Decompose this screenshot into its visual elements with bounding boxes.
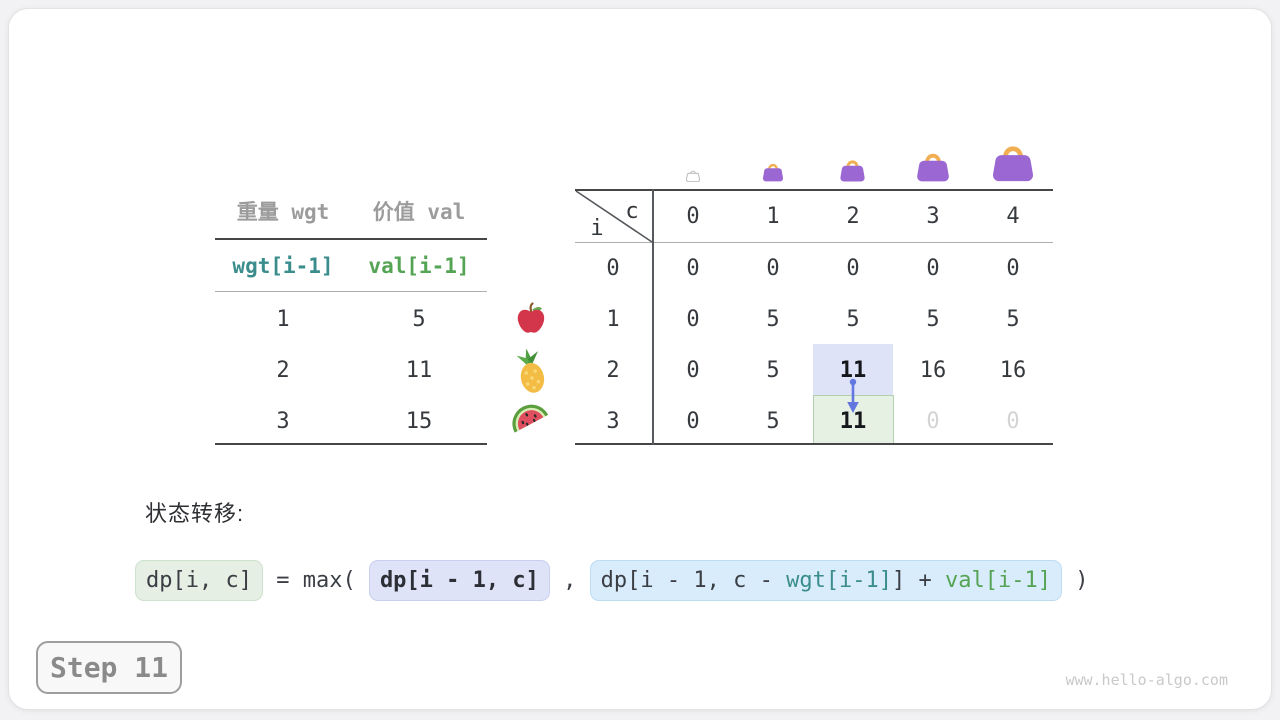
items-col-header-value: 价值 val xyxy=(372,200,466,224)
dp-cell-r2c3: 16 xyxy=(919,358,947,383)
dp-table-line-bottom xyxy=(575,443,1053,445)
transition-arrow-icon xyxy=(845,378,861,414)
dp-cell-r1c1: 5 xyxy=(766,307,780,332)
item-value-2: 11 xyxy=(405,358,433,383)
dp-row-header-0: 0 xyxy=(606,256,620,281)
dp-corner-diagonal xyxy=(575,190,653,243)
dp-cell-r1c3: 5 xyxy=(926,307,940,332)
dp-cell-r0c4: 0 xyxy=(1006,256,1020,281)
bag-icon-capacity-1 xyxy=(761,160,785,182)
formula-arg2: dp[i - 1, c - wgt[i-1]] + val[i-1] xyxy=(589,559,1062,601)
dp-cell-r2c0: 0 xyxy=(686,358,700,383)
dp-cell-r3c1: 5 xyxy=(766,409,780,434)
dp-cell-r0c3: 0 xyxy=(926,256,940,281)
formula-eq-max: = max( xyxy=(262,567,369,593)
dp-cell-r0c1: 0 xyxy=(766,256,780,281)
formula-lhs: dp[i, c] xyxy=(135,559,263,601)
state-transition-heading: 状态转移: xyxy=(145,501,245,526)
dp-table-line-vertical xyxy=(652,189,654,445)
bag-icon-capacity-2 xyxy=(838,156,867,182)
items-var-weight: wgt[i-1] xyxy=(232,254,334,278)
formula-comma: , xyxy=(549,567,590,593)
dp-cell-r1c0: 0 xyxy=(686,307,700,332)
formula-arg2-prefix: dp[i - 1, c - xyxy=(600,567,787,593)
dp-corner-row-label: i xyxy=(590,216,604,241)
item-weight-2: 2 xyxy=(276,358,290,383)
dp-cell-r3c4-faded: 0 xyxy=(1006,409,1020,434)
item-weight-1: 1 xyxy=(276,307,290,332)
dp-cell-r2c4: 16 xyxy=(999,358,1027,383)
items-table-divider-top xyxy=(215,238,487,240)
items-table-divider-mid xyxy=(215,291,487,292)
dp-corner-col-label: c xyxy=(625,199,639,224)
bag-icon-capacity-3 xyxy=(914,148,952,182)
apple-icon xyxy=(513,301,549,337)
items-table-divider-bottom xyxy=(215,443,487,445)
dp-cell-r1c2: 5 xyxy=(846,307,860,332)
formula-arg2-val: val[i-1] xyxy=(945,567,1051,593)
dp-row-header-1: 1 xyxy=(606,307,620,332)
formula-arg2-mid: ] + xyxy=(892,567,946,593)
dp-cell-r3c2-highlighted: 11 xyxy=(839,409,867,434)
item-value-3: 15 xyxy=(405,409,433,434)
item-weight-3: 3 xyxy=(276,409,290,434)
dp-col-header-2: 2 xyxy=(846,204,860,229)
dp-cell-r3c0: 0 xyxy=(686,409,700,434)
dp-col-header-4: 4 xyxy=(1006,204,1020,229)
dp-cell-r1c4: 5 xyxy=(1006,307,1020,332)
dp-table-line-header xyxy=(575,242,1053,243)
dp-col-header-3: 3 xyxy=(926,204,940,229)
items-var-value: val[i-1] xyxy=(368,254,470,278)
items-col-header-weight: 重量 wgt xyxy=(236,200,330,224)
formula-arg1: dp[i - 1, c] xyxy=(368,559,550,601)
bag-icon-capacity-0 xyxy=(685,168,701,182)
watermark: www.hello-algo.com xyxy=(1065,671,1228,689)
dp-cell-r0c0: 0 xyxy=(686,256,700,281)
formula-close: ) xyxy=(1062,567,1089,593)
state-transition-formula: dp[i, c] = max( dp[i - 1, c] , dp[i - 1,… xyxy=(135,557,1089,603)
watermelon-icon xyxy=(508,400,552,442)
bag-icon-capacity-4 xyxy=(989,139,1037,182)
pineapple-icon xyxy=(513,347,549,395)
dp-col-header-0: 0 xyxy=(686,204,700,229)
dp-cell-r3c3-faded: 0 xyxy=(926,409,940,434)
formula-arg2-wgt: wgt[i-1] xyxy=(786,567,893,593)
dp-row-header-2: 2 xyxy=(606,358,620,383)
dp-cell-r2c1: 5 xyxy=(766,358,780,383)
dp-table-line-top xyxy=(575,189,1053,191)
dp-cell-r0c2: 0 xyxy=(846,256,860,281)
step-badge: Step 11 xyxy=(36,641,182,694)
dp-row-header-3: 3 xyxy=(606,409,620,434)
dp-col-header-1: 1 xyxy=(766,204,780,229)
item-value-1: 5 xyxy=(412,307,426,332)
